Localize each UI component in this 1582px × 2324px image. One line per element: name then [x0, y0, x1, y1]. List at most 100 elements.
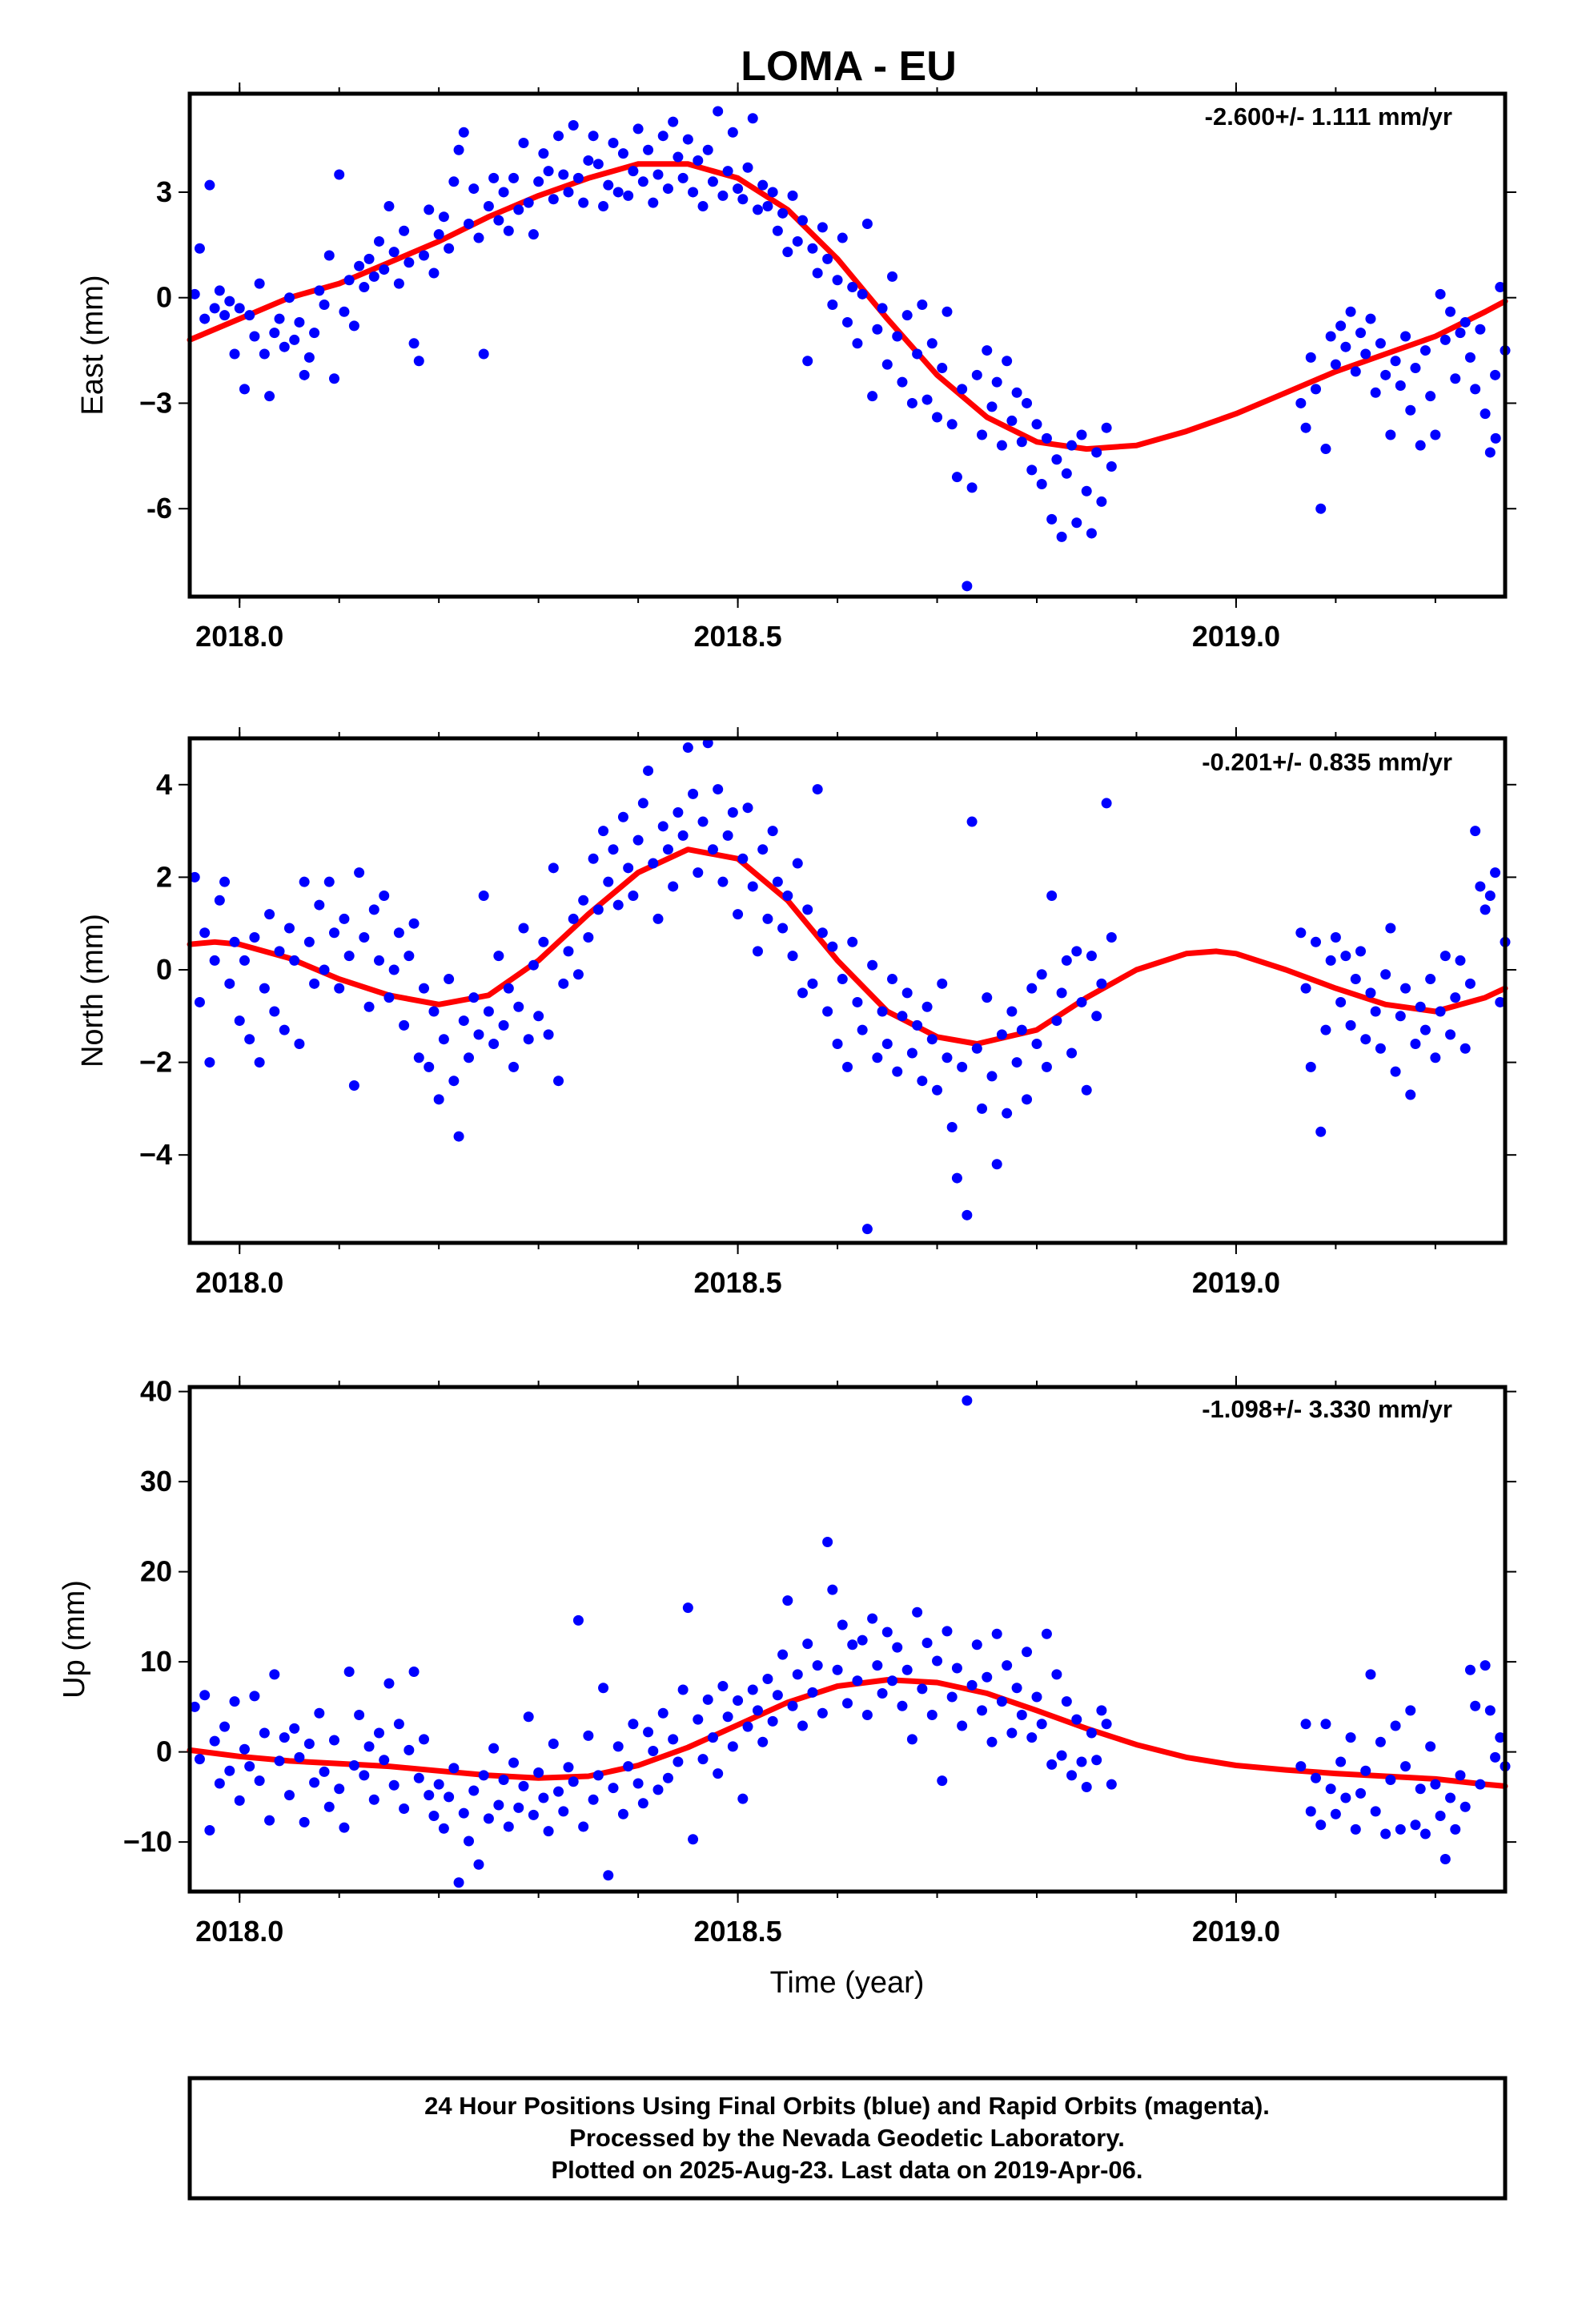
north-points: [189, 738, 1511, 1235]
east-data-point: [1475, 324, 1486, 335]
east-data-point: [424, 204, 435, 215]
north-data-point: [1320, 1024, 1331, 1035]
east-data-point: [1365, 313, 1376, 324]
up-data-point: [1026, 1732, 1038, 1743]
east-fit: [187, 161, 1508, 452]
footer-line-1: 24 Hour Positions Using Final Orbits (bl…: [424, 2092, 1270, 2120]
north-data-point: [1061, 955, 1072, 966]
up-data-point: [942, 1626, 953, 1637]
north-data-point: [1484, 891, 1496, 902]
up-data-point: [637, 1798, 648, 1809]
north-data-point: [1400, 983, 1411, 994]
east-data-point: [737, 194, 749, 205]
north-data-point: [977, 1103, 988, 1114]
east-data-point: [224, 296, 235, 307]
east-data-point: [508, 172, 520, 183]
north-data-point: [1464, 978, 1476, 989]
east-data-point: [194, 243, 205, 254]
north-data-point: [677, 830, 689, 841]
north-data-point: [1375, 1043, 1386, 1054]
east-data-point: [343, 275, 355, 286]
north-data-point: [393, 927, 404, 939]
north-data-point: [1365, 987, 1376, 999]
up-data-point: [1495, 1732, 1506, 1743]
east-data-point: [1091, 447, 1102, 458]
east-data-point: [787, 190, 798, 201]
up-data-point: [1091, 1755, 1102, 1766]
north-data-point: [1031, 1038, 1042, 1049]
east-data-point: [762, 201, 773, 212]
up-data-point: [1360, 1765, 1371, 1776]
up-data-point: [1011, 1683, 1022, 1694]
east-data-point: [419, 250, 430, 261]
east-data-point: [249, 331, 260, 342]
up-data-point: [632, 1778, 644, 1789]
north-data-point: [797, 987, 808, 999]
up-data-point: [837, 1619, 848, 1630]
east-data-point: [1016, 436, 1027, 448]
east-data-point: [528, 229, 539, 240]
east-data-point: [563, 187, 574, 198]
up-data-point: [1395, 1823, 1406, 1835]
north-data-point: [921, 1001, 933, 1012]
up-data-point: [782, 1595, 793, 1606]
east-data-point: [727, 127, 738, 138]
north-data-point: [782, 891, 793, 902]
east-data-point: [438, 211, 449, 223]
up-data-point: [832, 1664, 843, 1675]
up-data-point: [693, 1714, 704, 1725]
up-data-point: [872, 1660, 883, 1671]
east-data-point: [797, 215, 808, 226]
east-data-point: [1395, 380, 1406, 392]
east-data-point: [682, 134, 693, 145]
up-data-point: [314, 1707, 325, 1719]
east-data-point: [921, 394, 933, 405]
footer-box: 24 Hour Positions Using Final Orbits (bl…: [187, 2076, 1508, 2201]
north-data-point: [572, 969, 584, 980]
up-data-point: [628, 1719, 639, 1730]
north-data-point: [508, 1061, 520, 1072]
north-data-point: [901, 987, 913, 999]
east-data-point: [1450, 373, 1461, 384]
north-data-point: [468, 992, 480, 1003]
up-data-point: [727, 1741, 738, 1752]
north-data-point: [1091, 1011, 1102, 1022]
up-data-point: [518, 1780, 529, 1791]
up-data-point: [1445, 1792, 1456, 1803]
north-data-point: [847, 936, 858, 947]
east-data-point: [677, 172, 689, 183]
up-data-point: [359, 1770, 370, 1781]
up-data-point: [334, 1783, 345, 1795]
footer-line-3: Plotted on 2025-Aug-23. Last data on 201…: [551, 2156, 1142, 2184]
north-data-point: [1435, 1006, 1446, 1017]
up-data-point: [592, 1770, 604, 1781]
east-data-point: [991, 376, 1002, 388]
north-fit-line: [187, 846, 1508, 1047]
north-data-point: [693, 867, 704, 879]
north-data-point: [1380, 969, 1391, 980]
up-data-point: [897, 1700, 908, 1711]
north-ticks: 4 2 0 −2 −4 2018.0 2018.5 2019.0: [139, 727, 1516, 1299]
east-data-point: [598, 201, 609, 212]
east-data-point: [951, 472, 962, 483]
east-data-point: [867, 391, 878, 402]
north-data-point: [822, 1006, 833, 1017]
up-data-point: [1320, 1719, 1331, 1730]
east-data-point: [578, 197, 589, 208]
up-data-point: [214, 1778, 225, 1789]
east-data-point: [782, 247, 793, 258]
east-data-point: [404, 257, 415, 268]
north-data-point: [558, 978, 569, 989]
up-data-point: [887, 1675, 898, 1687]
up-data-point: [528, 1809, 539, 1820]
north-data-point: [503, 983, 514, 994]
east-data-point: [209, 303, 220, 314]
east-data-point: [259, 348, 270, 360]
north-data-point: [1405, 1089, 1416, 1100]
east-data-point: [648, 197, 659, 208]
north-data-point: [199, 927, 211, 939]
up-data-point: [1490, 1751, 1501, 1763]
east-data-point: [473, 232, 484, 243]
page-title: LOMA - EU: [741, 43, 957, 90]
